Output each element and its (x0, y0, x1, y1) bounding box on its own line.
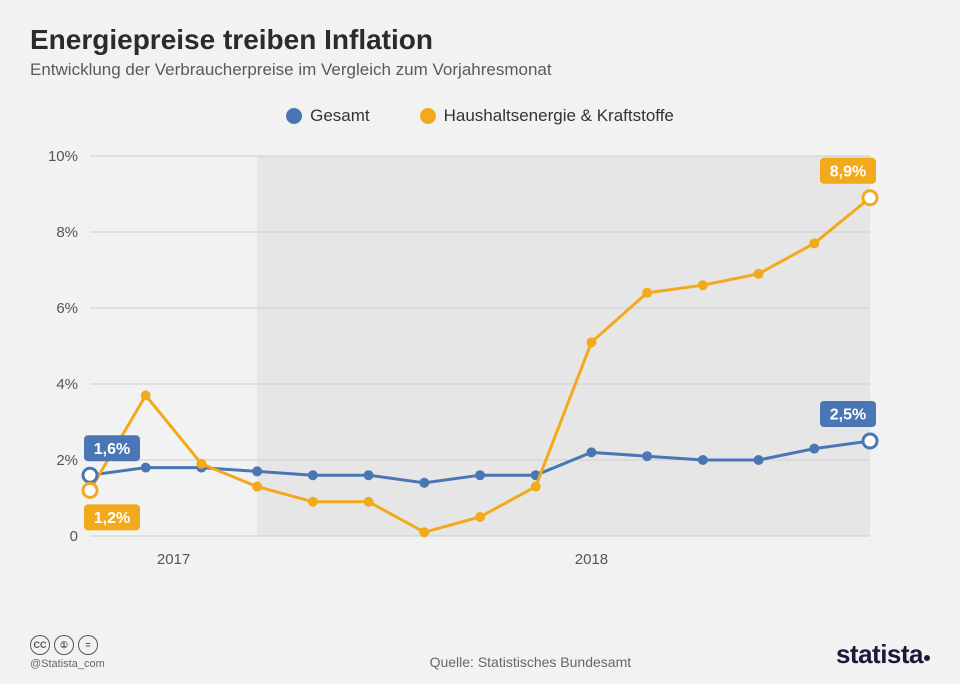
line-chart: 0 2% 4% 6% 8% 10% 2017 2018 1,6% 2,5% 1,2% 8,9% (30, 146, 930, 586)
svg-text:10%: 10% (48, 148, 78, 165)
chart-subtitle: Entwicklung der Verbraucherpreise im Ver… (30, 60, 930, 80)
svg-text:2018: 2018 (575, 551, 608, 568)
svg-text:8%: 8% (56, 224, 78, 241)
svg-text:2,5%: 2,5% (830, 407, 866, 424)
legend-item-gesamt: Gesamt (286, 106, 370, 126)
statista-logo: statista (836, 639, 930, 670)
chart-title: Energiepreise treiben Inflation (30, 24, 930, 56)
svg-text:8,9%: 8,9% (830, 163, 866, 180)
svg-text:4%: 4% (56, 376, 78, 393)
svg-text:1,6%: 1,6% (94, 441, 130, 458)
legend: Gesamt Haushaltsenergie & Kraftstoffe (0, 106, 960, 126)
svg-text:2%: 2% (56, 452, 78, 469)
cc-license-icon: CC①= (30, 635, 105, 655)
svg-text:2017: 2017 (157, 551, 190, 568)
legend-label: Gesamt (310, 106, 370, 126)
source-text: Quelle: Statistisches Bundesamt (430, 654, 632, 670)
legend-label: Haushaltsenergie & Kraftstoffe (444, 106, 674, 126)
legend-dot-icon (420, 108, 436, 124)
svg-text:6%: 6% (56, 300, 78, 317)
svg-text:1,2%: 1,2% (94, 510, 130, 527)
twitter-handle: @Statista_com (30, 658, 105, 670)
svg-text:0: 0 (70, 528, 78, 545)
legend-dot-icon (286, 108, 302, 124)
legend-item-energie: Haushaltsenergie & Kraftstoffe (420, 106, 674, 126)
